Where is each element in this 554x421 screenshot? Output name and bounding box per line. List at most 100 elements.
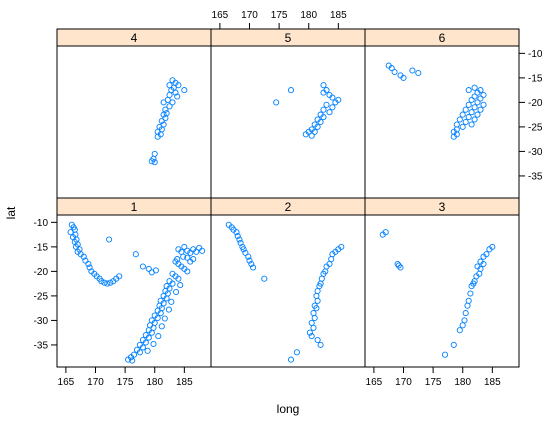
point-1-24 [107,279,114,286]
point-6-4 [400,74,407,81]
y-tick-label--30: -30 [34,316,49,327]
point-1-13 [80,253,87,260]
point-6-10 [474,89,481,96]
point-1-23 [104,280,111,287]
point-2-27 [314,287,321,295]
point-6-1 [388,65,395,72]
panel-4: 4 [56,28,212,199]
point-6-19 [477,106,484,113]
point-5-20 [302,131,309,138]
panel-frame-4 [56,45,212,199]
point-3-6 [486,246,493,253]
point-1-84 [129,357,136,364]
point-2-28 [313,292,320,299]
point-2-36 [306,329,313,336]
point-6-27 [462,118,469,126]
strip-label-3: 3 [439,200,446,214]
panel-2: 2 [210,197,366,368]
point-5-14 [317,118,324,126]
point-1-64 [157,310,164,317]
point-6-20 [462,106,469,113]
point-6-15 [474,99,481,106]
point-6-30 [459,123,466,130]
point-2-12 [248,260,255,268]
point-4-14 [162,106,169,113]
point-1-74 [145,334,152,341]
point-2-37 [308,333,315,340]
point-5-12 [320,114,327,121]
point-6-13 [477,95,484,102]
y-tick-label--25: -25 [528,122,543,133]
point-6-12 [471,93,478,100]
point-1-93 [165,306,172,313]
x-tick-label-165: 165 [366,377,383,388]
point-1-14 [82,257,89,264]
point-1-95 [158,323,165,330]
point-1-91 [173,288,180,296]
point-6-21 [468,109,475,116]
y-axis-title: lat [4,206,18,219]
point-2-11 [246,257,253,264]
point-2-4 [234,233,241,240]
point-2-32 [310,310,317,317]
point-1-47 [184,268,191,275]
point-6-23 [459,111,466,118]
panels: 4 5 6 1 2 3 [56,28,520,368]
point-6-17 [465,101,472,108]
point-4-9 [174,93,181,100]
point-5-2 [320,89,327,96]
point-2-38 [314,336,321,344]
point-1-33 [152,267,159,274]
point-2-34 [308,319,315,326]
point-1-83 [125,356,132,363]
point-1-94 [161,315,168,322]
point-2-39 [317,341,324,348]
point-2-9 [242,249,249,256]
strip-label-1: 1 [131,200,138,214]
y-tick-label--35: -35 [34,340,49,351]
point-6-34 [450,133,457,140]
point-3-21 [462,310,469,317]
point-3-19 [465,297,472,304]
point-6-18 [471,104,478,111]
point-3-20 [464,302,471,309]
point-1-50 [175,275,182,282]
point-4-7 [172,89,179,96]
point-2-29 [314,297,321,304]
point-4-3 [175,82,182,89]
point-5-9 [320,106,327,113]
y-tick-label--20: -20 [34,267,49,278]
point-4-13 [166,103,173,110]
y-tick-label--10: -10 [528,49,543,60]
point-1-92 [168,298,175,305]
point-6-11 [480,91,487,99]
point-1-15 [85,260,92,268]
panel-frame-3 [364,214,520,368]
point-1-58 [163,295,170,302]
point-3-17 [468,283,475,290]
point-2-33 [311,314,318,322]
point-6-14 [468,96,475,103]
point-3-4 [395,262,402,269]
point-4-17 [162,115,169,122]
point-3-10 [480,260,487,268]
strip-label-5: 5 [285,31,292,45]
x-tick-label-175: 175 [425,377,442,388]
point-3-8 [480,253,487,260]
point-5-8 [329,104,336,111]
y-tick-label--15: -15 [528,73,543,84]
point-1-40 [193,248,200,255]
point-5-23 [273,99,280,106]
x-tick-label-170: 170 [395,377,412,388]
point-1-80 [136,349,143,356]
panel-6: 6 [364,28,520,199]
panel-3: 3 [364,197,520,368]
x-tick-label-170: 170 [87,377,104,388]
strip-label-4: 4 [131,31,138,45]
point-4-24 [154,133,161,140]
point-1-85 [184,254,191,261]
point-1-90 [177,282,184,289]
point-6-29 [453,121,460,128]
point-1-96 [155,333,162,340]
